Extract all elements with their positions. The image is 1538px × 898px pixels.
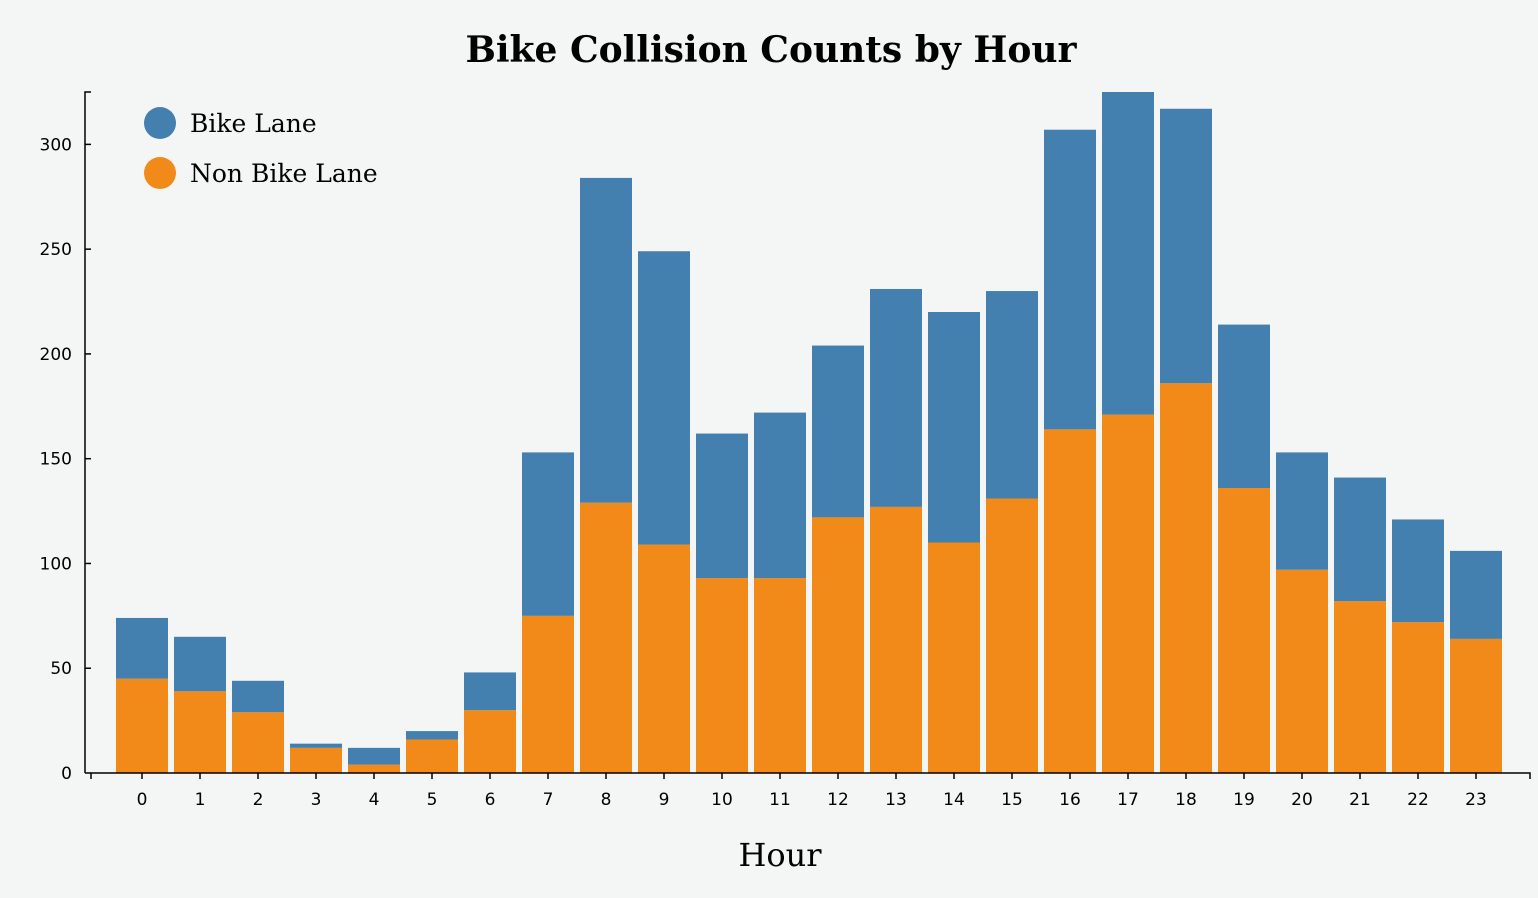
x-tick-label: 12 bbox=[827, 790, 849, 810]
x-tick-label: 7 bbox=[543, 790, 554, 810]
y-axis: 0 50 100 150 200 250 300 bbox=[40, 91, 91, 784]
y-tick-label: 300 bbox=[40, 135, 72, 155]
x-tick-label: 9 bbox=[659, 790, 670, 810]
bar-non-bike-lane-hour-21 bbox=[1334, 601, 1386, 773]
y-tick-label: 200 bbox=[40, 345, 72, 365]
y-axis-line bbox=[84, 91, 91, 773]
bar-non-bike-lane-hour-9 bbox=[638, 544, 690, 773]
bar-non-bike-lane-hour-8 bbox=[580, 502, 632, 773]
bar-non-bike-lane-hour-22 bbox=[1392, 622, 1444, 773]
bar-bike-lane-hour-5 bbox=[406, 731, 458, 740]
bar-bike-lane-hour-14 bbox=[928, 312, 980, 543]
x-tick-label: 22 bbox=[1407, 790, 1429, 810]
bar-non-bike-lane-hour-11 bbox=[754, 578, 806, 773]
bar-non-bike-lane-hour-1 bbox=[174, 691, 226, 773]
bar-non-bike-lane-hour-16 bbox=[1044, 429, 1096, 773]
x-axis-line bbox=[90, 772, 1531, 779]
bar-non-bike-lane-hour-0 bbox=[116, 678, 168, 773]
bar-non-bike-lane-hour-19 bbox=[1218, 488, 1270, 773]
x-tick-label: 0 bbox=[137, 790, 148, 810]
bar-bike-lane-hour-12 bbox=[812, 345, 864, 518]
bar-bike-lane-hour-20 bbox=[1276, 452, 1328, 570]
bar-bike-lane-hour-17 bbox=[1102, 92, 1154, 415]
x-tick-label: 11 bbox=[769, 790, 791, 810]
legend-swatch-non-bike-lane bbox=[144, 157, 176, 189]
bar-bike-lane-hour-23 bbox=[1450, 550, 1502, 639]
bars-group bbox=[116, 92, 1502, 773]
y-tick-label: 250 bbox=[40, 240, 72, 260]
bar-bike-lane-hour-11 bbox=[754, 412, 806, 579]
bar-bike-lane-hour-18 bbox=[1160, 108, 1212, 384]
x-tick-label: 17 bbox=[1117, 790, 1139, 810]
bar-bike-lane-hour-3 bbox=[290, 743, 342, 748]
bar-bike-lane-hour-13 bbox=[870, 288, 922, 507]
bar-bike-lane-hour-19 bbox=[1218, 324, 1270, 489]
bar-non-bike-lane-hour-2 bbox=[232, 712, 284, 773]
x-axis: 0 1 2 3 4 5 6 7 8 9 10 11 12 13 14 15 16 17 18 19 20 21 22 23 bbox=[90, 772, 1531, 810]
y-tick-label: 150 bbox=[40, 450, 72, 470]
x-tick-label: 19 bbox=[1233, 790, 1255, 810]
legend: Bike Lane Non Bike Lane bbox=[144, 107, 378, 189]
bar-bike-lane-hour-2 bbox=[232, 680, 284, 713]
x-tick-label: 16 bbox=[1059, 790, 1081, 810]
x-tick-label: 20 bbox=[1291, 790, 1313, 810]
legend-label-bike-lane: Bike Lane bbox=[190, 109, 317, 138]
x-tick-label: 10 bbox=[711, 790, 733, 810]
bar-bike-lane-hour-10 bbox=[696, 433, 748, 579]
bar-non-bike-lane-hour-17 bbox=[1102, 414, 1154, 773]
x-tick-label: 6 bbox=[485, 790, 496, 810]
bar-bike-lane-hour-15 bbox=[986, 291, 1038, 499]
bar-non-bike-lane-hour-10 bbox=[696, 578, 748, 773]
legend-label-non-bike-lane: Non Bike Lane bbox=[190, 159, 378, 188]
bar-bike-lane-hour-0 bbox=[116, 617, 168, 679]
chart-title: Bike Collision Counts by Hour bbox=[465, 29, 1077, 71]
bar-non-bike-lane-hour-7 bbox=[522, 615, 574, 773]
bar-non-bike-lane-hour-14 bbox=[928, 542, 980, 773]
bar-bike-lane-hour-22 bbox=[1392, 519, 1444, 623]
bar-bike-lane-hour-6 bbox=[464, 672, 516, 711]
bar-non-bike-lane-hour-13 bbox=[870, 506, 922, 773]
bar-bike-lane-hour-4 bbox=[348, 747, 400, 765]
x-tick-label: 8 bbox=[601, 790, 612, 810]
y-tick-label: 0 bbox=[61, 764, 72, 784]
x-tick-label: 5 bbox=[427, 790, 438, 810]
bar-bike-lane-hour-1 bbox=[174, 636, 226, 692]
x-tick-label: 1 bbox=[195, 790, 206, 810]
x-tick-label: 2 bbox=[253, 790, 264, 810]
bar-non-bike-lane-hour-20 bbox=[1276, 569, 1328, 773]
x-tick-label: 18 bbox=[1175, 790, 1197, 810]
x-tick-label: 4 bbox=[369, 790, 380, 810]
bar-non-bike-lane-hour-4 bbox=[348, 764, 400, 773]
bar-non-bike-lane-hour-3 bbox=[290, 747, 342, 773]
bar-non-bike-lane-hour-15 bbox=[986, 498, 1038, 773]
bar-non-bike-lane-hour-18 bbox=[1160, 383, 1212, 773]
x-tick-label: 21 bbox=[1349, 790, 1371, 810]
bar-non-bike-lane-hour-23 bbox=[1450, 638, 1502, 773]
y-tick-label: 100 bbox=[40, 554, 72, 574]
x-tick-label: 23 bbox=[1465, 790, 1487, 810]
bar-bike-lane-hour-8 bbox=[580, 177, 632, 503]
bar-non-bike-lane-hour-12 bbox=[812, 517, 864, 773]
y-tick-label: 50 bbox=[50, 659, 72, 679]
bar-non-bike-lane-hour-5 bbox=[406, 739, 458, 773]
bar-bike-lane-hour-21 bbox=[1334, 477, 1386, 602]
bar-bike-lane-hour-16 bbox=[1044, 129, 1096, 430]
x-tick-label: 3 bbox=[311, 790, 322, 810]
x-axis-label: Hour bbox=[738, 836, 822, 874]
x-tick-label: 13 bbox=[885, 790, 907, 810]
x-tick-label: 15 bbox=[1001, 790, 1023, 810]
bar-bike-lane-hour-9 bbox=[638, 251, 690, 545]
legend-swatch-bike-lane bbox=[144, 107, 176, 139]
x-tick-label: 14 bbox=[943, 790, 965, 810]
bar-non-bike-lane-hour-6 bbox=[464, 710, 516, 773]
bar-bike-lane-hour-7 bbox=[522, 452, 574, 616]
